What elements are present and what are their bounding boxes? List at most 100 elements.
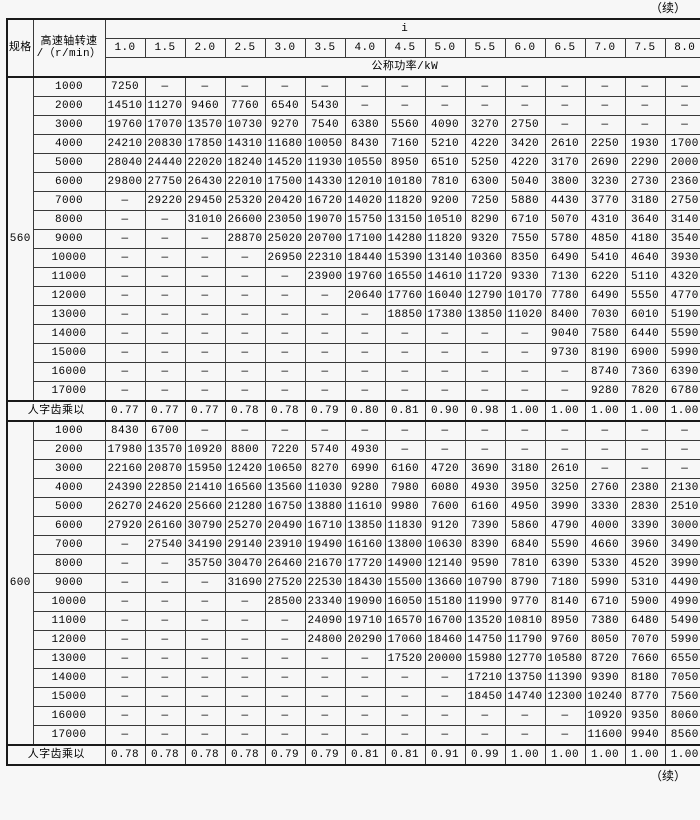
power-cell: —	[264, 706, 306, 726]
power-cell: —	[344, 687, 386, 707]
power-cell: —	[224, 343, 266, 363]
power-cell: 8950	[384, 153, 426, 173]
power-cell: 29220	[144, 191, 186, 211]
power-cell: 13150	[384, 210, 426, 230]
power-cell: 7810	[504, 554, 546, 574]
power-cell: 8060	[664, 706, 700, 726]
power-cell: 12770	[504, 649, 546, 669]
power-cell: 3330	[584, 497, 626, 517]
power-cell: —	[184, 305, 226, 325]
power-cell: 26950	[264, 248, 306, 268]
table-row: 17000— — — — — — — — — — — —9280 7820 6780	[7, 381, 700, 402]
power-cell: 11270	[144, 96, 186, 116]
power-cell: —	[144, 630, 186, 650]
power-cell: 4180	[624, 229, 666, 249]
power-cell: —	[104, 381, 146, 402]
power-cell: —	[664, 420, 700, 441]
power-cell: 22310	[304, 248, 346, 268]
power-cell: —	[144, 267, 186, 287]
power-cell: —	[304, 305, 346, 325]
power-cell: 3180	[624, 191, 666, 211]
power-cell: 19760	[104, 115, 146, 135]
power-cell: —	[144, 687, 186, 707]
power-cell: 13520	[464, 611, 506, 631]
power-cell: 15390	[384, 248, 426, 268]
power-cell: —	[144, 324, 186, 344]
power-cell: 6900	[624, 343, 666, 363]
power-cell: 13140	[424, 248, 466, 268]
power-cell: —	[344, 706, 386, 726]
table-header: 规格 高速轴转速 /（r/min） i 1.0 1.5 2.0 2.5 3.0 3.5 4.…	[6, 18, 700, 78]
power-cell: 7220	[264, 440, 306, 460]
power-cell: —	[144, 76, 186, 97]
power-cell: —	[144, 668, 186, 688]
power-cell: 4430	[544, 191, 586, 211]
power-cell: 6540	[264, 96, 306, 116]
rpm-cell: 14000	[32, 324, 106, 344]
power-cell: 17500	[264, 172, 306, 192]
power-cell: 11990	[464, 592, 506, 612]
power-cell: 13850	[344, 516, 386, 536]
power-cell: —	[384, 725, 426, 746]
power-cell: 6840	[504, 535, 546, 555]
header-ratio-6-5: 6.5	[544, 38, 586, 58]
power-cell: 9120	[424, 516, 466, 536]
power-cell: 9200	[424, 191, 466, 211]
power-cell: —	[224, 649, 266, 669]
power-cell: 14280	[384, 229, 426, 249]
header-ratio-5-0: 5.0	[424, 38, 466, 58]
power-cell: —	[464, 343, 506, 363]
power-cell: 8190	[584, 343, 626, 363]
multiplier-cell: 0.78	[224, 400, 266, 422]
power-cell: 20830	[144, 134, 186, 154]
power-cell: —	[664, 96, 700, 116]
rpm-cell: 4000	[32, 478, 106, 498]
power-cell: 21410	[184, 478, 226, 498]
multiplier-cell: 0.99	[464, 744, 506, 766]
power-cell: 6780	[664, 381, 700, 402]
power-cell: —	[664, 459, 700, 479]
power-cell: 35750	[184, 554, 226, 574]
power-cell: —	[624, 420, 666, 441]
power-cell: 2830	[624, 497, 666, 517]
power-cell: 6990	[344, 459, 386, 479]
power-cell: 9040	[544, 324, 586, 344]
rpm-cell: 9000	[32, 229, 106, 249]
power-cell: 29140	[224, 535, 266, 555]
power-cell: —	[264, 286, 306, 306]
power-cell: 26460	[264, 554, 306, 574]
power-cell: 22530	[304, 573, 346, 593]
power-cell: 6710	[584, 592, 626, 612]
power-cell: 3640	[624, 210, 666, 230]
power-cell: —	[304, 286, 346, 306]
power-cell: —	[224, 362, 266, 382]
multiplier-cell: 0.78	[264, 400, 306, 422]
power-cell: 25270	[224, 516, 266, 536]
power-cell: —	[104, 535, 146, 555]
header-ratio-2-5: 2.5	[224, 38, 266, 58]
power-cell: 34190	[184, 535, 226, 555]
power-cell: 18850	[384, 305, 426, 325]
power-cell: 22020	[184, 153, 226, 173]
power-cell: 19710	[344, 611, 386, 631]
header-ratio-1-0: 1.0	[104, 38, 146, 58]
power-cell: —	[224, 420, 266, 441]
header-rpm-line1: 高速轴转速	[40, 36, 98, 48]
power-cell: —	[104, 611, 146, 631]
power-cell: 23900	[304, 267, 346, 287]
power-cell: —	[424, 668, 466, 688]
rpm-cell: 5000	[32, 153, 106, 173]
power-cell: —	[264, 324, 306, 344]
power-cell: 24210	[104, 134, 146, 154]
power-cell: —	[144, 229, 186, 249]
power-cell: —	[304, 381, 346, 402]
power-cell: 6510	[424, 153, 466, 173]
power-cell: 2750	[664, 191, 700, 211]
multiplier-cell: 0.78	[144, 744, 186, 766]
power-cell: 24090	[304, 611, 346, 631]
multiplier-cell: 1.00	[544, 744, 586, 766]
power-cell: 9330	[504, 267, 546, 287]
power-cell: 9460	[184, 96, 226, 116]
table-row: 12000— — — — —24800 20290 17060 18460 14750 11790…	[7, 630, 700, 650]
